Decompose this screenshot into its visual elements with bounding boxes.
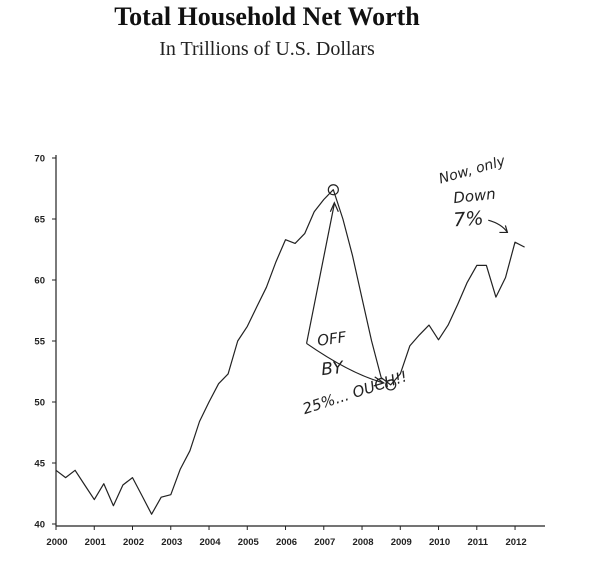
annotation-text: Down [452, 185, 496, 207]
x-tick-label: 2002 [123, 537, 144, 548]
y-tick-label: 65 [34, 215, 45, 226]
y-tick-label: 60 [34, 276, 45, 287]
x-tick-label: 2004 [199, 537, 221, 548]
annotation-arrows [305, 201, 509, 387]
y-tick-label: 55 [34, 337, 45, 348]
annotation-text: 25%... OUCH!! [300, 367, 409, 418]
x-tick-label: 2009 [391, 537, 412, 548]
x-tick-label: 2006 [276, 537, 297, 548]
arrow-to-peak [305, 203, 335, 344]
x-tick-label: 2005 [238, 537, 260, 548]
annotation-text: BY [320, 358, 345, 380]
arrow-to-2012 [488, 219, 508, 233]
annotation-text: Now, only [437, 153, 508, 187]
x-tick-label: 2012 [505, 537, 526, 548]
arrow-to-trough [306, 342, 384, 384]
x-tick-label: 2003 [161, 537, 182, 548]
x-tick-label: 2011 [467, 537, 488, 548]
y-tick-label: 50 [34, 398, 45, 409]
chart-title: Total Household Net Worth [114, 2, 420, 31]
circled-point-trough [385, 379, 397, 391]
x-tick-label: 2000 [46, 537, 67, 548]
arrowhead-peak [329, 201, 339, 212]
annotation-text: 7% [453, 207, 485, 231]
arrowhead-trough [373, 376, 386, 387]
circled-point-peak [327, 184, 339, 196]
y-tick-label: 70 [34, 154, 45, 165]
arrowhead-2012 [499, 225, 509, 234]
x-tick-label: 2007 [314, 537, 335, 548]
x-tick-label: 2010 [429, 537, 450, 548]
annotation-text: OFF [316, 328, 348, 350]
x-tick-label: 2008 [352, 537, 373, 548]
chart-subtitle: In Trillions of U.S. Dollars [159, 38, 375, 60]
series-line [55, 189, 525, 515]
x-tick-label: 2001 [85, 537, 107, 548]
y-tick-label: 40 [34, 520, 45, 531]
y-tick-label: 45 [34, 459, 45, 470]
